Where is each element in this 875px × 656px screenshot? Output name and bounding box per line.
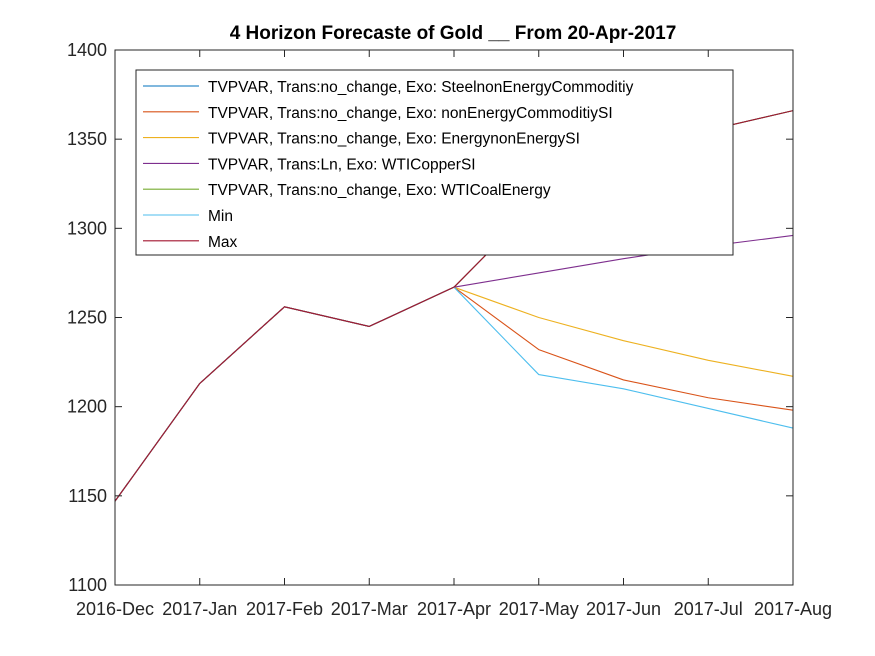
legend: TVPVAR, Trans:no_change, Exo: SteelnonEn… bbox=[135, 69, 734, 256]
y-tick-label: 1250 bbox=[67, 308, 107, 328]
x-tick-label: 2017-Jun bbox=[586, 599, 661, 619]
legend-label: Max bbox=[208, 234, 238, 251]
legend-label: TVPVAR, Trans:no_change, Exo: nonEnergyC… bbox=[208, 105, 613, 122]
y-tick-label: 1100 bbox=[68, 575, 107, 595]
y-tick-label: 1300 bbox=[67, 218, 107, 238]
x-tick-label: 2017-Jan bbox=[162, 599, 237, 619]
legend-label: TVPVAR, Trans:Ln, Exo: WTICopperSI bbox=[208, 156, 476, 173]
x-tick-label: 2017-Apr bbox=[417, 599, 491, 619]
x-tick-label: 2017-Aug bbox=[754, 599, 832, 619]
x-tick-label: 2017-Mar bbox=[331, 599, 408, 619]
x-tick-label: 2016-Dec bbox=[76, 599, 154, 619]
y-tick-label: 1200 bbox=[67, 397, 107, 417]
legend-label: TVPVAR, Trans:no_change, Exo: EnergynonE… bbox=[208, 131, 580, 148]
legend-label: TVPVAR, Trans:no_change, Exo: SteelnonEn… bbox=[208, 79, 634, 96]
chart-title: 4 Horizon Forecaste of Gold __ From 20-A… bbox=[230, 23, 677, 44]
y-tick-label: 1400 bbox=[67, 40, 107, 60]
x-axis: 2016-Dec 2017-Jan 2017-Feb 2017-Mar 2017-Apr… bbox=[76, 50, 832, 619]
x-tick-label: 2017-Jul bbox=[674, 599, 743, 619]
legend-label: Min bbox=[208, 208, 233, 225]
x-tick-label: 2017-Feb bbox=[246, 599, 323, 619]
legend-box bbox=[135, 69, 734, 256]
x-tick-label: 2017-May bbox=[499, 599, 579, 619]
y-tick-label: 1350 bbox=[67, 129, 107, 149]
y-tick-label: 1150 bbox=[68, 486, 107, 506]
y-axis: 1100 1150 1200 1250 1300 1350 1400 bbox=[67, 40, 793, 595]
legend-label: TVPVAR, Trans:no_change, Exo: WTICoalEne… bbox=[208, 182, 551, 199]
